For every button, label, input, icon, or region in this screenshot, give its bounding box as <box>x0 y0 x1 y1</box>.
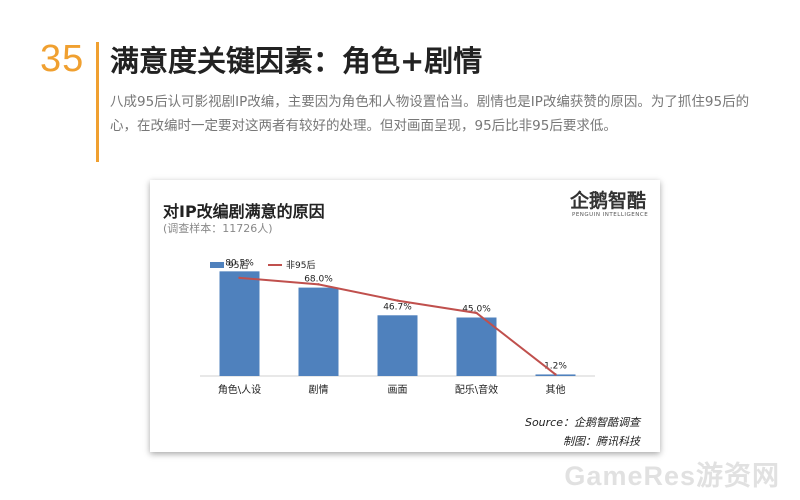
penguin-logo: 企鹅智酷 PENGUIN INTELLIGENCE <box>570 186 650 226</box>
bar-data-label: 1.2% <box>544 361 567 371</box>
category-label: 剧情 <box>309 383 329 396</box>
chart-maker: 制图：腾讯科技 <box>563 435 640 448</box>
slide-description: 八成95后认可影视剧IP改编，主要因为角色和人物设置恰当。剧情也是IP改编获赞的… <box>110 94 750 134</box>
chart-source: Source：企鹅智酷调查 <box>524 416 640 429</box>
bar-data-label: 45.0% <box>462 305 491 315</box>
line-point-non95 <box>396 299 399 302</box>
slide-title: 满意度关键因素：角色+剧情 <box>110 44 483 78</box>
slide-number: 35 <box>40 38 85 80</box>
logo-subtext: PENGUIN INTELLIGENCE <box>572 212 649 218</box>
line-point-non95 <box>554 373 557 376</box>
category-label: 角色\人设 <box>218 383 261 396</box>
legend-label-95: 95后 <box>228 260 248 271</box>
bar-95 <box>298 287 339 376</box>
bar-data-label: 68.0% <box>304 275 333 285</box>
category-label: 其他 <box>546 383 566 396</box>
watermark: GameRes游资网 <box>564 461 780 491</box>
category-label: 配乐\音效 <box>455 383 498 396</box>
chart-title: 对IP改编剧满意的原因 <box>163 202 325 221</box>
chart-subtitle: (调查样本：11726人) <box>163 222 273 235</box>
bar-data-label: 46.7% <box>383 302 412 312</box>
bar-line-chart: 80.5% 角色\人设 68.0% 剧情 46.7% 画面 45.0% 配乐\音效 1.2% 其他… <box>200 258 595 396</box>
bar-95 <box>219 271 260 376</box>
line-point-non95 <box>317 283 320 286</box>
bar-data-label: 80.5% <box>225 258 254 268</box>
category-label: 画面 <box>388 385 408 396</box>
bar-95 <box>377 315 418 376</box>
legend-swatch-95 <box>210 262 224 268</box>
line-point-non95 <box>475 311 478 315</box>
logo-text: 企鹅智酷 <box>570 190 647 212</box>
accent-bar <box>96 42 99 162</box>
legend-label-non95: 非95后 <box>286 259 315 271</box>
bar-95 <box>456 317 497 376</box>
line-point-non95 <box>238 276 241 280</box>
